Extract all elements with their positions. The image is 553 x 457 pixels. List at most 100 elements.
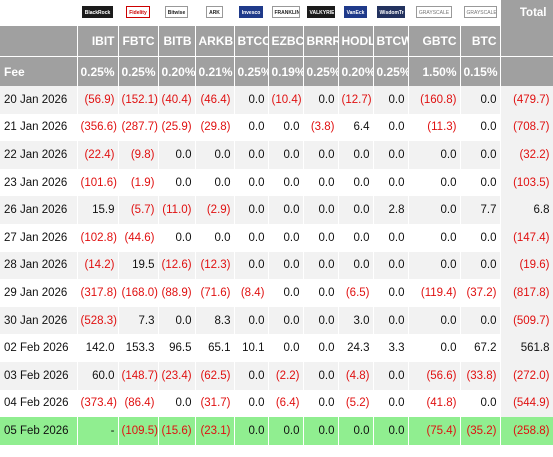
flow-value-cell: 3.3 <box>373 334 409 362</box>
flow-value-cell: (37.2) <box>460 279 501 307</box>
flow-value-cell: - <box>77 417 119 445</box>
flow-value-cell: 0.0 <box>408 251 461 280</box>
flow-value-cell: (11.3) <box>408 113 461 142</box>
flow-value-cell: 0.0 <box>268 306 304 335</box>
brand-logo-cell: FRANKLIN TEMPLETON <box>268 0 304 26</box>
flow-value-cell: 0.0 <box>158 168 196 197</box>
ticker-header: BTCW <box>373 26 409 57</box>
row-total: (817.8) <box>500 279 553 307</box>
flow-value-cell: (356.6) <box>77 113 119 142</box>
brand-logo-cell: Bitwise <box>158 0 196 26</box>
flow-value-cell: 0.0 <box>234 223 269 252</box>
flow-value-cell: (15.6) <box>158 417 196 445</box>
flow-value-cell: 0.0 <box>373 223 409 252</box>
fee-value: 0.25% <box>118 56 159 86</box>
flow-value-cell: 0.0 <box>303 334 339 362</box>
table-row: 26 Jan 2026 15.9 (5.7) (11.0) (2.9) 0.0 0.0 0.0… <box>0 196 553 224</box>
table-row: 22 Jan 2026 (22.4) (9.8) 0.0 0.0 0.0 0.0 0.0 0.0… <box>0 141 553 169</box>
flow-value-cell: (102.8) <box>77 223 119 252</box>
flow-value-cell: 0.0 <box>373 389 409 418</box>
row-date: 20 Jan 2026 <box>0 86 78 114</box>
brand-logo-icon: GRAYSCALE <box>415 5 453 18</box>
fee-value: 0.25% <box>234 56 269 86</box>
table-row: 28 Jan 2026 (14.2) 19.5 (12.6) (12.3) 0.0 0.0 0… <box>0 251 553 280</box>
flow-value-cell: (287.7) <box>118 113 159 142</box>
brand-logo-icon: VanEck <box>343 5 368 18</box>
ticker-header: IBIT <box>77 26 119 57</box>
brand-logo-icon: Fidelity <box>126 5 150 18</box>
flow-value-cell: 0.0 <box>338 251 374 280</box>
flow-value-cell: 142.0 <box>77 334 119 362</box>
row-total: 561.8 <box>500 334 553 362</box>
flow-value-cell: (23.4) <box>158 361 196 390</box>
flow-value-cell: (12.3) <box>195 251 235 280</box>
flow-value-cell: (3.8) <box>303 113 339 142</box>
fee-row: Fee 0.25%0.25%0.20%0.21%0.25%0.19%0.25%0… <box>0 56 553 86</box>
flow-value-cell: (6.4) <box>268 389 304 418</box>
flow-value-cell: 60.0 <box>77 361 119 390</box>
flow-value-cell: 0.0 <box>460 389 501 418</box>
ticker-header: ARKB <box>195 26 235 57</box>
table-row: 02 Feb 2026 142.0 153.3 96.5 65.1 10.1 0.0 0.0 2… <box>0 334 553 362</box>
flow-value-cell: 0.0 <box>338 223 374 252</box>
row-total: (103.5) <box>500 168 553 197</box>
flow-value-cell: 0.0 <box>234 306 269 335</box>
flow-value-cell: (25.9) <box>158 113 196 142</box>
brand-logo-icon: BlackRock <box>81 5 114 18</box>
total-column-header: Total <box>499 0 553 26</box>
row-date: 05 Feb 2026 <box>0 417 78 445</box>
flow-value-cell: 0.0 <box>268 168 304 197</box>
brand-logo-icon: GRAYSCALE <box>463 5 497 18</box>
flow-value-cell: 0.0 <box>303 417 339 445</box>
brand-logo-icon: Invesco <box>238 5 264 18</box>
brand-logo-cell: BlackRock <box>77 0 119 26</box>
flow-value-cell: (6.5) <box>338 279 374 307</box>
total-fee-cell <box>500 56 553 86</box>
flow-value-cell: (14.2) <box>77 251 119 280</box>
etf-flow-table: BlackRock Fidelity Bitwise ARK Invesco FRANKL… <box>0 0 553 445</box>
flow-value-cell: (528.3) <box>77 306 119 335</box>
flow-value-cell: 0.0 <box>268 417 304 445</box>
brand-logo-cell: Fidelity <box>118 0 159 26</box>
ticker-corner-cell <box>0 26 78 57</box>
brand-logo-icon: WisdomTree <box>376 5 405 18</box>
row-date: 29 Jan 2026 <box>0 279 78 307</box>
flow-value-cell: 0.0 <box>195 223 235 252</box>
flow-value-cell: 0.0 <box>373 417 409 445</box>
flow-value-cell: (86.4) <box>118 389 159 418</box>
flow-value-cell: (75.4) <box>408 417 461 445</box>
row-date: 27 Jan 2026 <box>0 223 78 252</box>
flow-value-cell: (5.7) <box>118 196 159 224</box>
flow-value-cell: (148.7) <box>118 361 159 390</box>
flow-value-cell: 0.0 <box>373 86 409 114</box>
flow-value-cell: (317.8) <box>77 279 119 307</box>
row-total: (272.0) <box>500 361 553 390</box>
flow-value-cell: (44.6) <box>118 223 159 252</box>
row-total: (509.7) <box>500 306 553 335</box>
flow-value-cell: 0.0 <box>234 389 269 418</box>
brand-logo-icon: FRANKLIN TEMPLETON <box>271 5 300 18</box>
brand-logo-cell: VanEck <box>338 0 374 26</box>
ticker-header: EZBC <box>268 26 304 57</box>
flow-value-cell: 2.8 <box>373 196 409 224</box>
flow-value-cell: 0.0 <box>234 251 269 280</box>
flow-value-cell: 0.0 <box>303 306 339 335</box>
flow-value-cell: (109.5) <box>118 417 159 445</box>
table-row: 21 Jan 2026 (356.6) (287.7) (25.9) (29.8) 0.0… <box>0 113 553 142</box>
flow-value-cell: (41.8) <box>408 389 461 418</box>
flow-value-cell: 0.0 <box>303 389 339 418</box>
flow-value-cell: 0.0 <box>408 223 461 252</box>
flow-value-cell: (1.9) <box>118 168 159 197</box>
flow-value-cell: (33.8) <box>460 361 501 390</box>
flow-value-cell: 0.0 <box>373 141 409 169</box>
row-total: (147.4) <box>500 223 553 252</box>
flow-value-cell: 3.0 <box>338 306 374 335</box>
corner-cell <box>0 0 78 26</box>
flow-value-cell: 0.0 <box>234 86 269 114</box>
brand-logo-row: BlackRock Fidelity Bitwise ARK Invesco FRANKL… <box>0 0 553 26</box>
flow-value-cell: 7.3 <box>118 306 159 335</box>
flow-value-cell: (23.1) <box>195 417 235 445</box>
row-total: (258.8) <box>500 417 553 445</box>
fee-value: 0.15% <box>460 56 501 86</box>
ticker-header: BTC <box>460 26 501 57</box>
